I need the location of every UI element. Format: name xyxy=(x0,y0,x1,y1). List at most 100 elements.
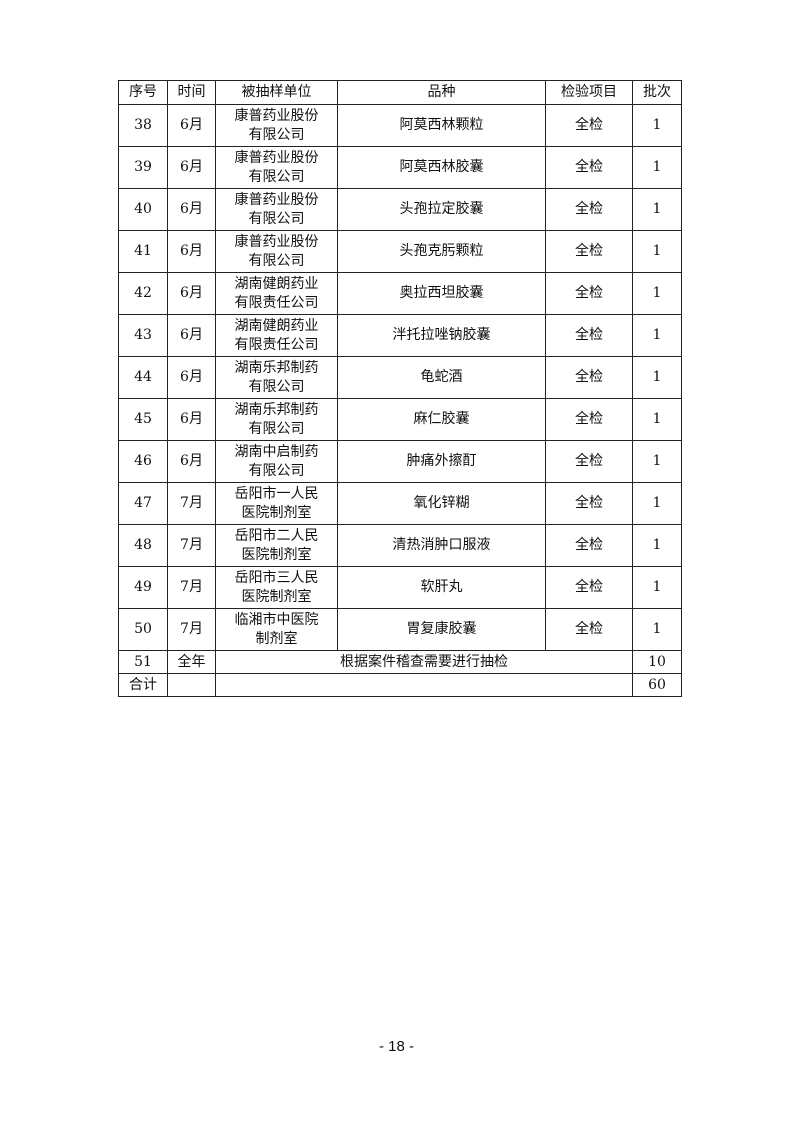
table-row: 42 6月 湖南健朗药业 有限责任公司 奥拉西坦胶囊 全检 1 xyxy=(118,272,682,315)
cell-item: 麻仁胶囊 xyxy=(337,398,546,441)
cell-empty xyxy=(215,673,633,697)
unit-line-2: 医院制剂室 xyxy=(241,588,312,605)
unit-line-2: 有限公司 xyxy=(248,378,305,395)
cell-unit: 岳阳市二人民 医院制剂室 xyxy=(215,524,338,567)
unit-line-1: 临湘市中医院 xyxy=(234,611,319,628)
cell-no: 43 xyxy=(118,314,168,357)
cell-time: 6月 xyxy=(167,188,216,231)
unit-line-2: 医院制剂室 xyxy=(241,504,312,521)
cell-test: 全检 xyxy=(545,314,633,357)
cell-time: 6月 xyxy=(167,440,216,483)
unit-line-1: 康普药业股份 xyxy=(234,233,319,250)
cell-time: 6月 xyxy=(167,146,216,189)
cell-time: 6月 xyxy=(167,104,216,147)
table-row: 43 6月 湖南健朗药业 有限责任公司 泮托拉唑钠胶囊 全检 1 xyxy=(118,314,682,357)
cell-item: 奥拉西坦胶囊 xyxy=(337,272,546,315)
unit-line-1: 湖南乐邦制药 xyxy=(234,359,319,376)
unit-line-2: 有限责任公司 xyxy=(234,336,319,353)
cell-batch: 1 xyxy=(632,146,682,189)
cell-item: 清热消肿口服液 xyxy=(337,524,546,567)
header-test: 检验项目 xyxy=(545,80,633,105)
cell-no: 48 xyxy=(118,524,168,567)
page-number: - 18 - xyxy=(378,1038,414,1055)
header-batch: 批次 xyxy=(632,80,682,105)
cell-empty xyxy=(167,673,216,697)
cell-item: 胃复康胶囊 xyxy=(337,608,546,651)
unit-line-2: 有限责任公司 xyxy=(234,294,319,311)
cell-no: 42 xyxy=(118,272,168,315)
table-row: 47 7月 岳阳市一人民 医院制剂室 氧化锌糊 全检 1 xyxy=(118,482,682,525)
cell-total-label: 合计 xyxy=(118,673,168,697)
cell-unit: 岳阳市三人民 医院制剂室 xyxy=(215,566,338,609)
cell-unit: 康普药业股份 有限公司 xyxy=(215,230,338,273)
cell-no: 46 xyxy=(118,440,168,483)
unit-line-2: 有限公司 xyxy=(248,252,305,269)
cell-item: 头孢拉定胶囊 xyxy=(337,188,546,231)
cell-batch: 1 xyxy=(632,230,682,273)
header-no: 序号 xyxy=(118,80,168,105)
cell-test: 全检 xyxy=(545,482,633,525)
cell-unit: 湖南乐邦制药 有限公司 xyxy=(215,398,338,441)
cell-unit: 岳阳市一人民 医院制剂室 xyxy=(215,482,338,525)
cell-no: 47 xyxy=(118,482,168,525)
cell-no: 38 xyxy=(118,104,168,147)
header-unit: 被抽样单位 xyxy=(215,80,338,105)
table-row-total: 合计 60 xyxy=(118,673,682,697)
cell-item: 龟蛇酒 xyxy=(337,356,546,399)
cell-time: 6月 xyxy=(167,398,216,441)
unit-line-1: 康普药业股份 xyxy=(234,191,319,208)
cell-batch: 1 xyxy=(632,314,682,357)
cell-test: 全检 xyxy=(545,566,633,609)
header-time: 时间 xyxy=(167,80,216,105)
cell-time: 6月 xyxy=(167,314,216,357)
cell-unit: 湖南乐邦制药 有限公司 xyxy=(215,356,338,399)
cell-test: 全检 xyxy=(545,230,633,273)
cell-time: 7月 xyxy=(167,608,216,651)
unit-line-2: 有限公司 xyxy=(248,210,305,227)
table-row: 39 6月 康普药业股份 有限公司 阿莫西林胶囊 全检 1 xyxy=(118,146,682,189)
unit-line-2: 制剂室 xyxy=(255,630,298,647)
cell-unit: 康普药业股份 有限公司 xyxy=(215,146,338,189)
cell-unit: 临湘市中医院 制剂室 xyxy=(215,608,338,651)
cell-total-batch: 60 xyxy=(632,673,682,697)
cell-test: 全检 xyxy=(545,272,633,315)
table-row: 48 7月 岳阳市二人民 医院制剂室 清热消肿口服液 全检 1 xyxy=(118,524,682,567)
cell-batch: 1 xyxy=(632,440,682,483)
cell-item: 肿痛外擦酊 xyxy=(337,440,546,483)
cell-item: 阿莫西林颗粒 xyxy=(337,104,546,147)
unit-line-1: 湖南健朗药业 xyxy=(234,317,319,334)
header-item: 品种 xyxy=(337,80,546,105)
cell-item: 氧化锌糊 xyxy=(337,482,546,525)
unit-line-2: 有限公司 xyxy=(248,168,305,185)
cell-batch: 1 xyxy=(632,356,682,399)
cell-no: 51 xyxy=(118,650,168,674)
cell-no: 45 xyxy=(118,398,168,441)
unit-line-2: 有限公司 xyxy=(248,126,305,143)
cell-time: 7月 xyxy=(167,566,216,609)
cell-unit: 湖南健朗药业 有限责任公司 xyxy=(215,272,338,315)
cell-test: 全检 xyxy=(545,608,633,651)
table-header-row: 序号 时间 被抽样单位 品种 检验项目 批次 xyxy=(118,80,682,105)
table-row: 38 6月 康普药业股份 有限公司 阿莫西林颗粒 全检 1 xyxy=(118,104,682,147)
cell-time: 6月 xyxy=(167,356,216,399)
cell-no: 39 xyxy=(118,146,168,189)
unit-line-1: 湖南健朗药业 xyxy=(234,275,319,292)
cell-item: 泮托拉唑钠胶囊 xyxy=(337,314,546,357)
table-row: 50 7月 临湘市中医院 制剂室 胃复康胶囊 全检 1 xyxy=(118,608,682,651)
cell-unit: 康普药业股份 有限公司 xyxy=(215,188,338,231)
cell-test: 全检 xyxy=(545,356,633,399)
cell-no: 49 xyxy=(118,566,168,609)
cell-batch: 10 xyxy=(632,650,682,674)
cell-test: 全检 xyxy=(545,440,633,483)
table-row: 40 6月 康普药业股份 有限公司 头孢拉定胶囊 全检 1 xyxy=(118,188,682,231)
cell-desc: 根据案件稽查需要进行抽检 xyxy=(215,650,633,674)
table-row: 45 6月 湖南乐邦制药 有限公司 麻仁胶囊 全检 1 xyxy=(118,398,682,441)
cell-batch: 1 xyxy=(632,608,682,651)
cell-batch: 1 xyxy=(632,188,682,231)
cell-item: 软肝丸 xyxy=(337,566,546,609)
cell-test: 全检 xyxy=(545,398,633,441)
cell-batch: 1 xyxy=(632,566,682,609)
cell-no: 50 xyxy=(118,608,168,651)
cell-test: 全检 xyxy=(545,104,633,147)
table-row: 44 6月 湖南乐邦制药 有限公司 龟蛇酒 全检 1 xyxy=(118,356,682,399)
